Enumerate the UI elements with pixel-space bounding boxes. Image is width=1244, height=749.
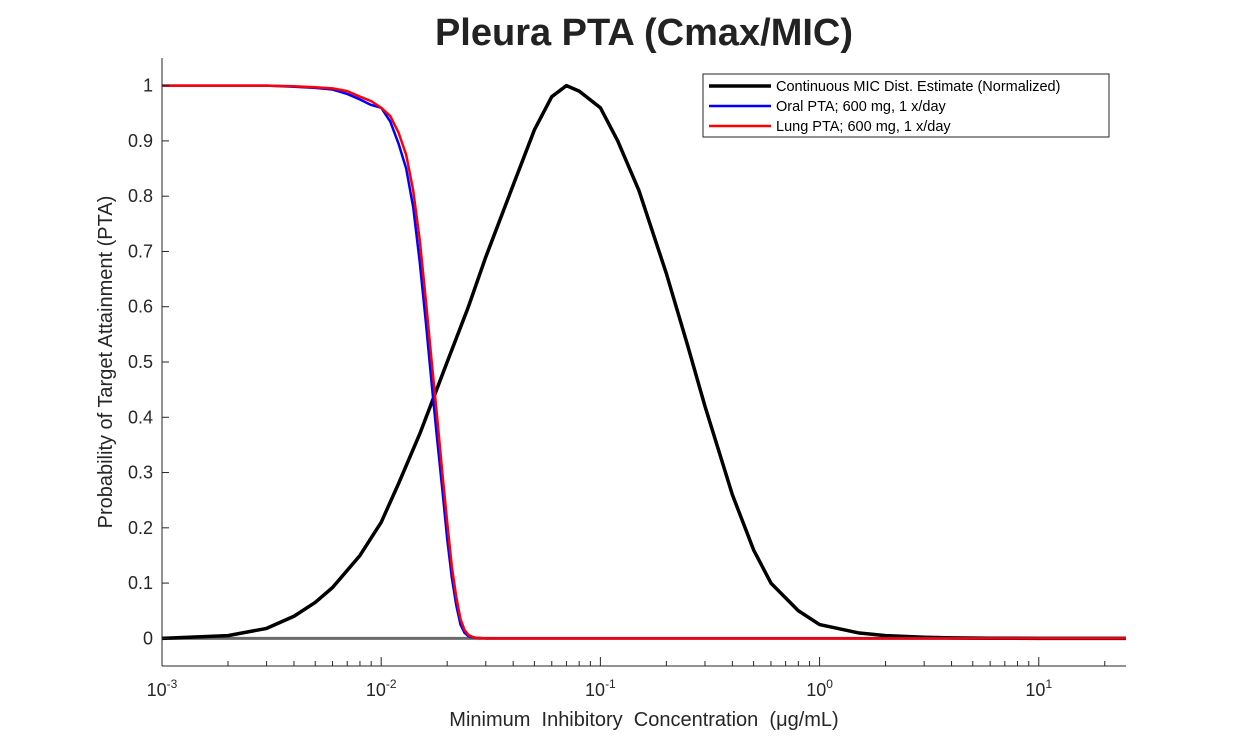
x-tick-label: 100 xyxy=(806,677,833,700)
y-tick-label: 0 xyxy=(143,628,153,648)
y-tick-label: 0.1 xyxy=(128,573,153,593)
x-tick-label: 10-1 xyxy=(585,677,616,700)
legend-label-1: Continuous MIC Dist. Estimate (Normalize… xyxy=(776,79,1060,95)
x-tick-label: 101 xyxy=(1025,677,1052,700)
series-line-3 xyxy=(162,84,1126,640)
y-tick-label: 0.3 xyxy=(128,463,153,483)
legend-label-2: Oral PTA; 600 mg, 1 x/day xyxy=(776,99,947,115)
series-line-2 xyxy=(162,84,1126,640)
y-tick-label: 0.8 xyxy=(128,186,153,206)
x-tick-label: 10-2 xyxy=(366,677,397,700)
y-tick-label: 0.2 xyxy=(128,518,153,538)
series-line-1 xyxy=(162,83,1126,641)
y-tick-label: 0.9 xyxy=(128,131,153,151)
y-tick-label: 1 xyxy=(143,76,153,96)
y-tick-label: 0.5 xyxy=(128,352,153,372)
legend: Continuous MIC Dist. Estimate (Normalize… xyxy=(702,73,1110,138)
y-tick-label: 0.6 xyxy=(128,297,153,317)
x-axis-label: Minimum Inhibitory Concentration (μg/mL) xyxy=(449,709,838,731)
chart-title: Pleura PTA (Cmax/MIC) xyxy=(435,12,853,54)
legend-label-3: Lung PTA; 600 mg, 1 x/day xyxy=(776,119,951,135)
y-tick-label: 0.4 xyxy=(128,407,153,427)
x-tick-label: 10-3 xyxy=(147,677,178,700)
y-tick-label: 0.7 xyxy=(128,241,153,261)
y-axis-label: Probability of Target Attainment (PTA) xyxy=(95,196,117,529)
